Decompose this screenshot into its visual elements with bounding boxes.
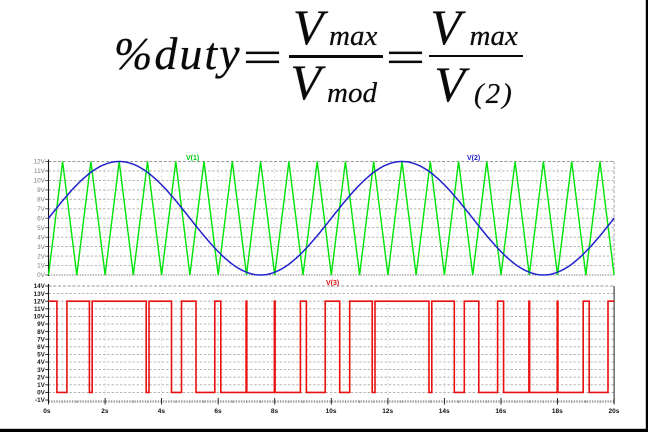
svg-text:9V: 9V [37,321,46,328]
svg-text:12V: 12V [34,298,46,305]
svg-text:V(2): V(2) [467,155,480,162]
svg-text:14s: 14s [439,408,450,415]
svg-text:2V: 2V [37,374,46,381]
svg-text:10s: 10s [326,408,337,415]
svg-text:4V: 4V [37,359,46,366]
svg-text:5V: 5V [37,225,46,232]
svg-text:5V: 5V [37,352,46,359]
svg-text:2V: 2V [37,253,46,260]
svg-text:16s: 16s [495,408,506,415]
svg-text:1V: 1V [37,382,46,389]
svg-text:3V: 3V [37,367,46,374]
svg-text:8V: 8V [37,329,46,336]
svg-text:10V: 10V [34,178,46,185]
svg-text:14V: 14V [34,283,46,290]
svg-text:11V: 11V [34,168,46,175]
svg-text:12s: 12s [382,408,393,415]
svg-text:4s: 4s [158,408,166,415]
svg-text:18s: 18s [552,408,563,415]
svg-text:12V: 12V [34,159,46,166]
svg-text:13V: 13V [34,291,46,298]
svg-text:9V: 9V [37,187,46,194]
svg-text:2s: 2s [101,408,109,415]
svg-text:V(1): V(1) [186,155,199,162]
svg-text:20s: 20s [608,408,619,415]
svg-text:7V: 7V [37,336,46,343]
svg-text:1V: 1V [37,263,46,270]
svg-text:8s: 8s [271,408,279,415]
svg-text:8V: 8V [37,197,46,204]
svg-text:0V: 0V [37,272,46,279]
svg-text:11V: 11V [34,306,46,313]
svg-text:0s: 0s [43,408,51,415]
svg-text:6V: 6V [37,344,46,351]
svg-text:0V: 0V [37,390,46,397]
svg-text:10V: 10V [34,314,46,321]
svg-text:-1V: -1V [35,397,46,404]
svg-text:7V: 7V [37,206,46,213]
svg-text:4V: 4V [37,234,46,241]
svg-text:V(3): V(3) [326,280,339,287]
svg-text:3V: 3V [37,244,46,251]
svg-text:6s: 6s [214,408,222,415]
svg-text:6V: 6V [37,215,46,222]
